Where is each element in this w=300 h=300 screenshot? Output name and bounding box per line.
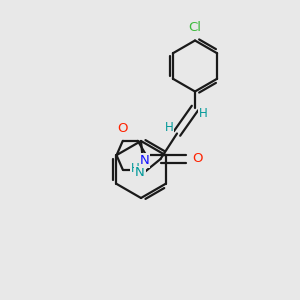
Text: H: H [199,107,207,120]
Text: H: H [131,162,140,176]
Text: Cl: Cl [188,21,202,34]
Text: H: H [165,122,173,134]
Text: N: N [135,166,145,179]
Text: O: O [193,152,203,166]
Text: N: N [140,154,149,167]
Text: O: O [118,122,128,135]
